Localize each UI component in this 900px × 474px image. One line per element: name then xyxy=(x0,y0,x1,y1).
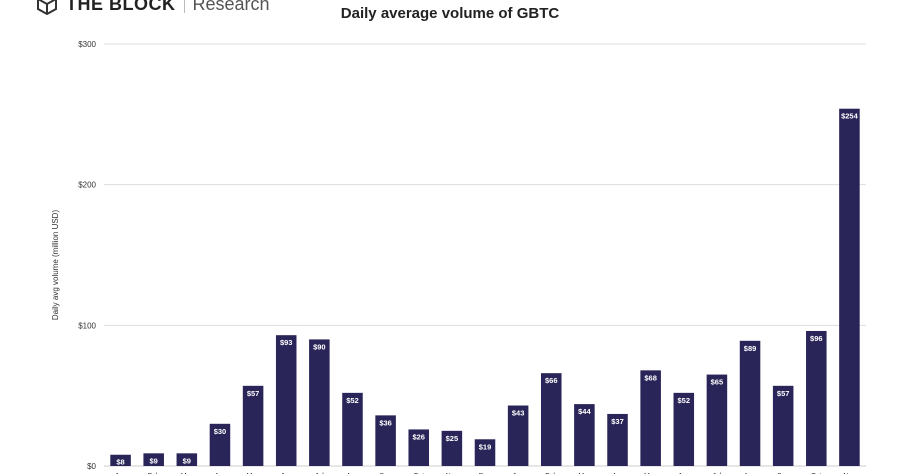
bar xyxy=(275,335,297,466)
brand-divider xyxy=(183,0,185,13)
bar xyxy=(209,423,231,466)
bar xyxy=(607,413,628,466)
data-label: $93 xyxy=(280,338,293,347)
brand-logo: THE BLOCK Research xyxy=(36,0,270,15)
data-label: $36 xyxy=(379,418,392,427)
bar xyxy=(574,404,595,466)
data-label: $65 xyxy=(711,378,724,387)
data-label: $26 xyxy=(412,432,425,441)
data-label: $52 xyxy=(678,396,691,405)
bar xyxy=(176,453,198,466)
data-label: $57 xyxy=(777,389,790,398)
y-tick-label: $300 xyxy=(78,40,96,49)
data-label: $52 xyxy=(346,396,359,405)
bar xyxy=(342,392,363,466)
bar xyxy=(143,453,164,466)
data-label: $25 xyxy=(446,434,459,443)
chart-title: Daily average volume of GBTC xyxy=(340,5,560,22)
brand-name: THE BLOCK xyxy=(66,0,176,14)
y-tick-label: $100 xyxy=(78,321,96,330)
y-axis-label: Daily avg volume (million USD) xyxy=(51,210,60,321)
bar xyxy=(540,373,562,466)
bar xyxy=(739,340,761,466)
data-label: $89 xyxy=(744,344,757,353)
data-label: $68 xyxy=(644,373,657,382)
data-label: $30 xyxy=(214,427,227,436)
bar xyxy=(640,370,661,466)
bar xyxy=(309,339,330,466)
data-label: $254 xyxy=(841,112,859,121)
bar xyxy=(474,439,496,466)
bar xyxy=(110,454,131,466)
data-label: $96 xyxy=(810,334,823,343)
cube-logo-icon xyxy=(37,0,57,15)
bar xyxy=(375,415,396,466)
y-tick-label: $200 xyxy=(78,181,96,190)
bar xyxy=(441,430,463,466)
data-label: $8 xyxy=(116,458,124,467)
data-label: $44 xyxy=(578,407,591,416)
data-label: $9 xyxy=(183,456,191,465)
data-label: $19 xyxy=(479,442,492,451)
bar xyxy=(242,385,264,466)
y-tick-label: $0 xyxy=(87,462,96,471)
bar xyxy=(408,429,430,466)
brand-subtitle: Research xyxy=(192,0,270,14)
bar xyxy=(839,108,860,466)
bar xyxy=(706,374,728,466)
data-label: $9 xyxy=(150,456,158,465)
data-label: $66 xyxy=(545,376,558,385)
data-label: $43 xyxy=(512,409,525,418)
data-label: $90 xyxy=(313,342,326,351)
bar xyxy=(673,392,695,466)
data-label: $57 xyxy=(247,389,260,398)
bar xyxy=(806,330,827,466)
bar xyxy=(507,405,529,466)
bar xyxy=(772,385,794,466)
data-label: $37 xyxy=(611,417,624,426)
